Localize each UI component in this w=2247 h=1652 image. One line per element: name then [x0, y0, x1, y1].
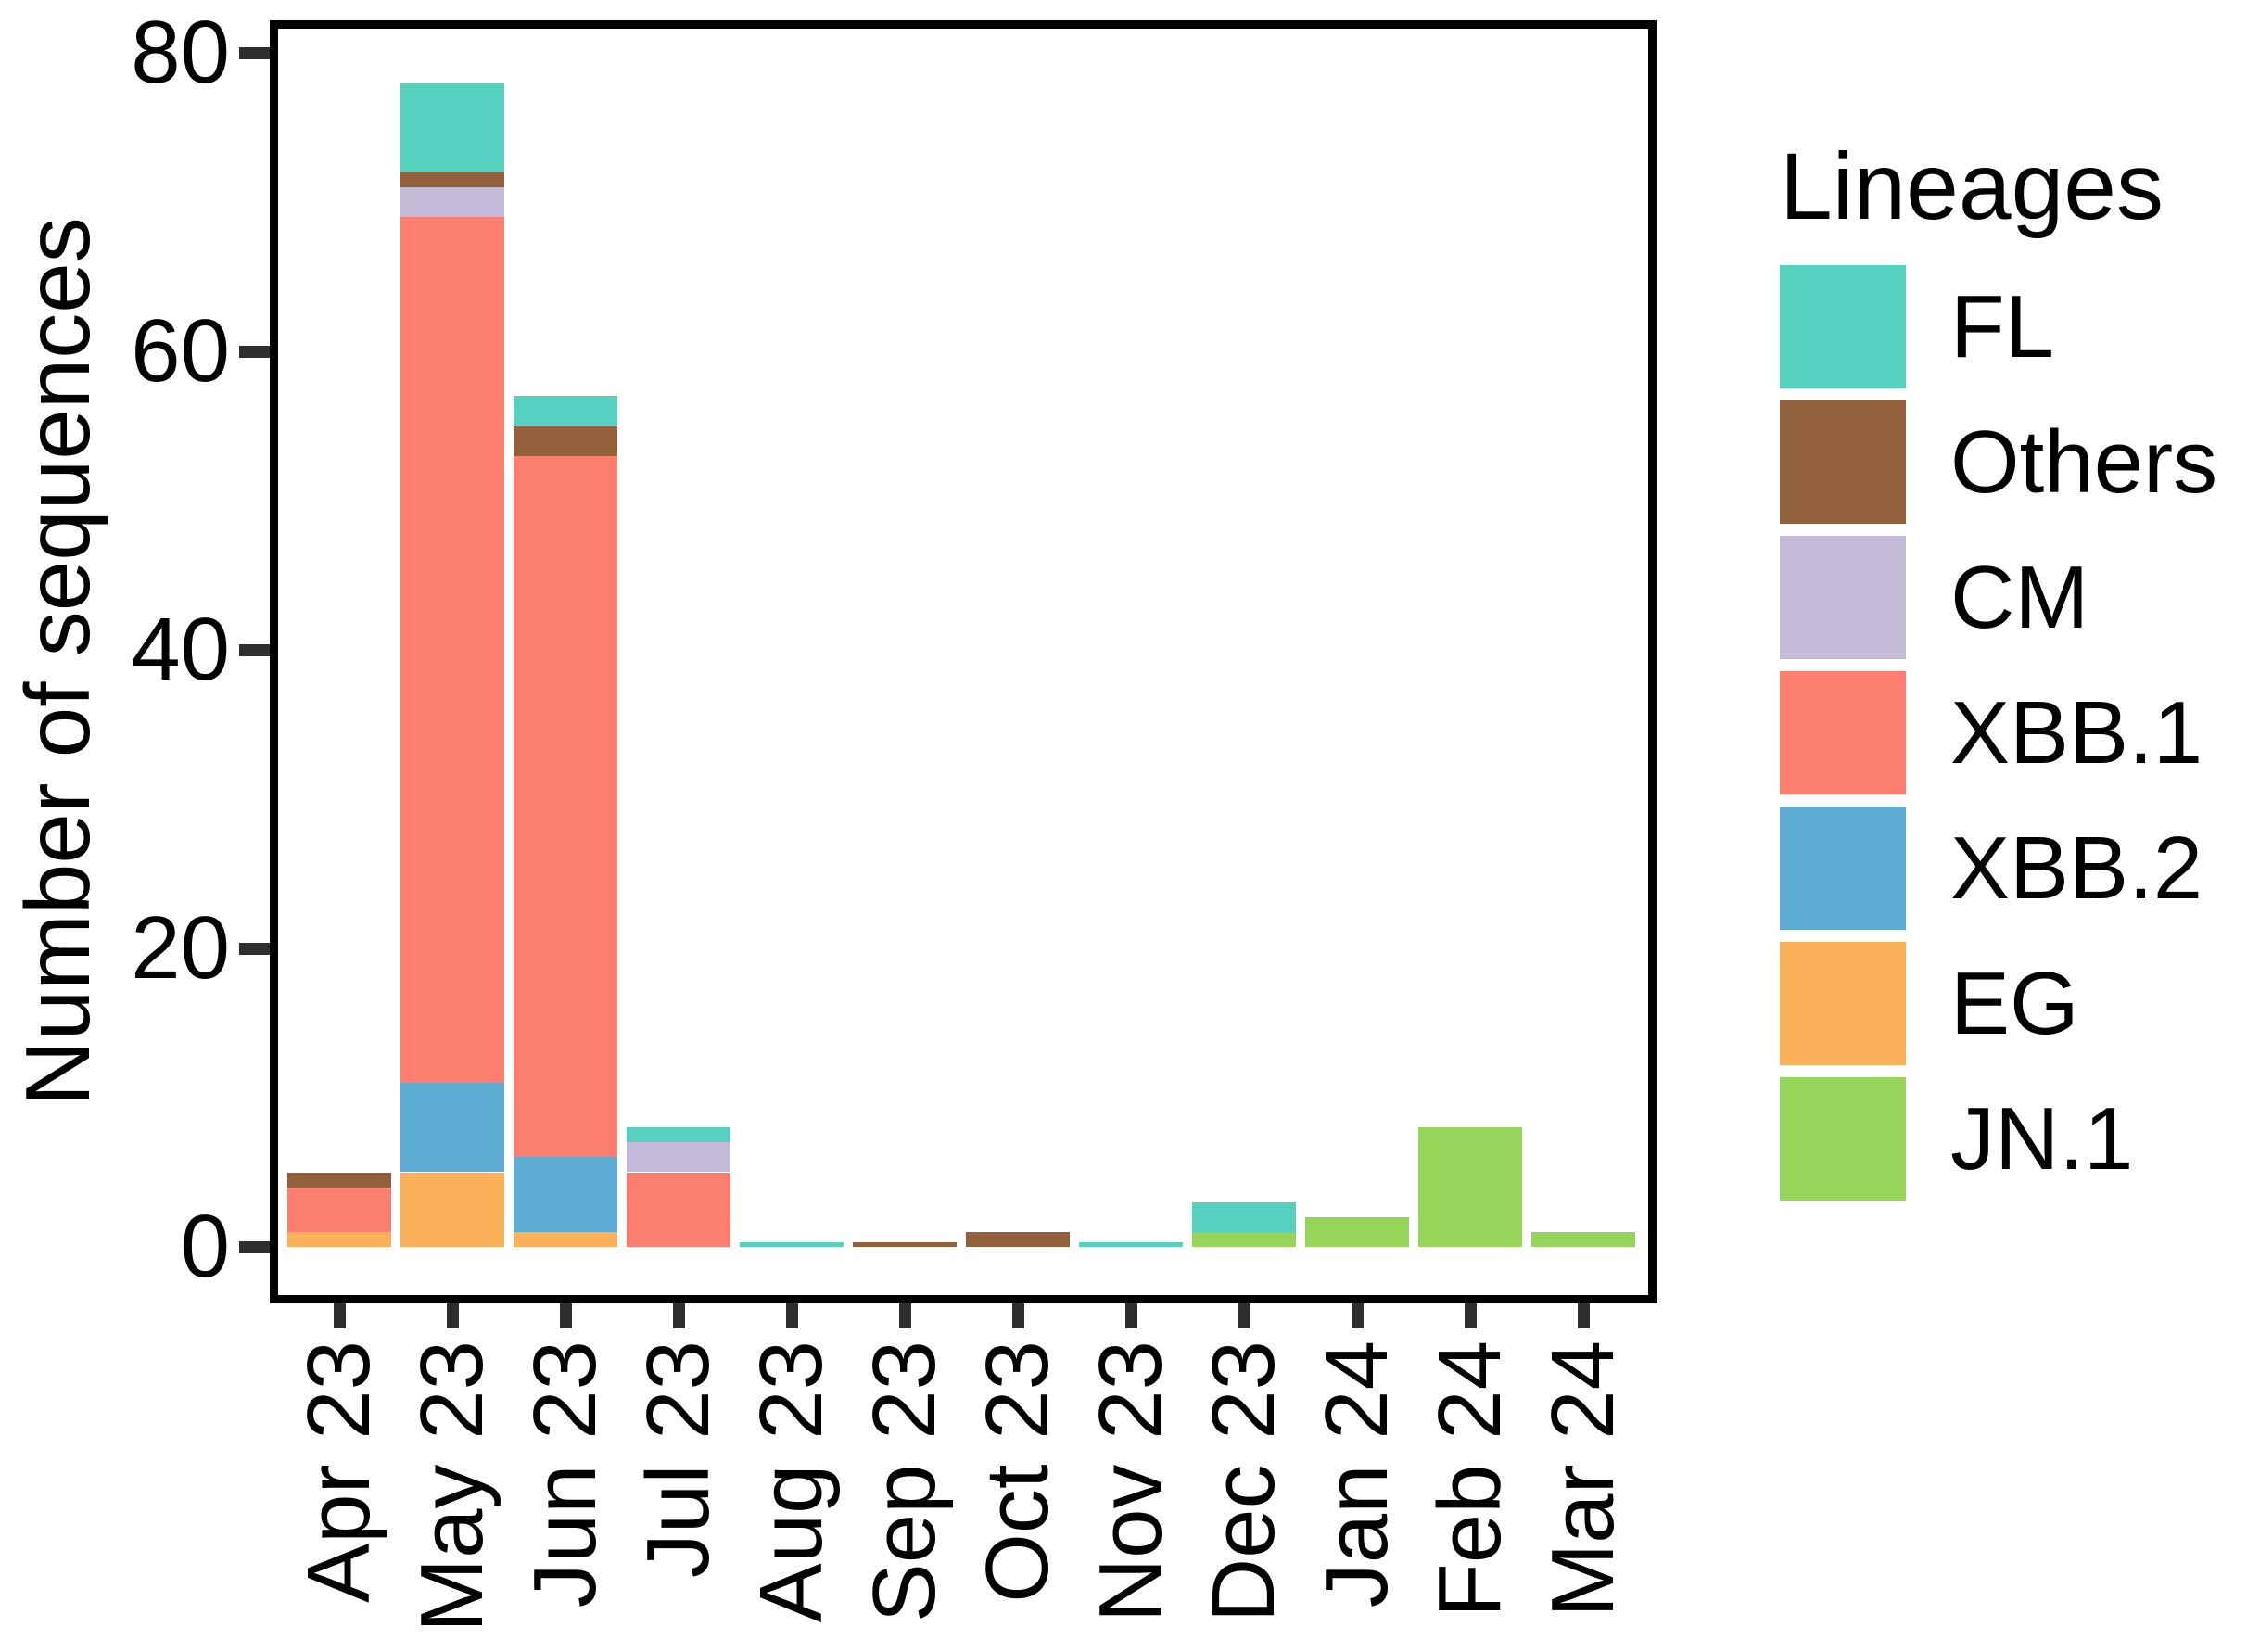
x-tick-label: May 23	[402, 1341, 501, 1633]
bar-segment-jan-24-jn.1	[1305, 1216, 1409, 1247]
legend-label-xbb.1: XBB.1	[1950, 682, 2203, 782]
x-tick-mark	[1578, 1303, 1590, 1328]
x-tick-label: Jan 24	[1307, 1341, 1406, 1608]
x-tick-mark	[899, 1303, 911, 1328]
legend: Lineages FL Others CM XBB.1 XBB.2 EG JN.1	[1780, 139, 2217, 1213]
x-tick-label: Jun 23	[515, 1341, 615, 1608]
legend-row-eg: EG	[1780, 942, 2217, 1065]
legend-row-xbb.1: XBB.1	[1780, 671, 2217, 794]
bar-segment-apr-23-others	[287, 1172, 391, 1188]
legend-label-eg: EG	[1950, 953, 2079, 1053]
legend-swatch-xbb.1	[1780, 671, 1906, 794]
x-tick-label: Apr 23	[289, 1341, 388, 1603]
y-tick-mark	[239, 644, 270, 656]
bar-segment-feb-24-jn.1	[1418, 1127, 1522, 1247]
legend-swatch-others	[1780, 400, 1906, 524]
legend-row-cm: CM	[1780, 536, 2217, 659]
bar-segment-may-23-xbb.1	[400, 217, 504, 1083]
y-tick-label: 60	[131, 301, 230, 400]
legend-swatch-eg	[1780, 942, 1906, 1065]
bar-segment-apr-23-eg	[287, 1231, 391, 1247]
bar-segment-may-23-fl	[400, 83, 504, 172]
bar-segment-may-23-xbb.2	[400, 1082, 504, 1173]
bar-segment-jun-23-others	[514, 426, 617, 456]
legend-title: Lineages	[1780, 133, 2164, 239]
legend-label-jn.1: JN.1	[1950, 1088, 2134, 1188]
bars-layer	[278, 29, 1648, 1295]
bar-segment-jun-23-eg	[514, 1231, 617, 1247]
bar-segment-apr-23-xbb.1	[287, 1187, 391, 1232]
x-tick-mark	[786, 1303, 798, 1328]
legend-row-fl: FL	[1780, 265, 2217, 388]
legend-row-others: Others	[1780, 400, 2217, 524]
bar-segment-may-23-eg	[400, 1172, 504, 1247]
x-tick-mark	[1238, 1303, 1250, 1328]
y-tick-mark	[239, 943, 270, 955]
bar-segment-dec-23-fl	[1192, 1201, 1296, 1232]
bar-segment-jul-23-cm	[627, 1142, 730, 1173]
x-tick-label: Jul 23	[628, 1341, 728, 1579]
legend-swatch-cm	[1780, 536, 1906, 659]
y-tick-mark	[239, 47, 270, 59]
legend-rows: FL Others CM XBB.1 XBB.2 EG JN.1	[1780, 265, 2217, 1201]
x-tick-mark	[334, 1303, 346, 1328]
x-tick-label: Nov 23	[1081, 1341, 1180, 1623]
legend-row-jn.1: JN.1	[1780, 1077, 2217, 1201]
legend-swatch-fl	[1780, 265, 1906, 388]
legend-label-xbb.2: XBB.2	[1950, 818, 2203, 918]
y-tick-label: 0	[180, 1197, 230, 1296]
x-tick-mark	[447, 1303, 459, 1328]
x-tick-label: Dec 23	[1194, 1341, 1293, 1623]
bar-segment-mar-24-jn.1	[1531, 1231, 1635, 1247]
bar-segment-may-23-others	[400, 172, 504, 187]
bar-segment-jul-23-fl	[627, 1127, 730, 1143]
bar-segment-may-23-cm	[400, 186, 504, 218]
x-tick-label: Oct 23	[968, 1341, 1067, 1603]
x-tick-label: Mar 24	[1533, 1341, 1632, 1618]
bar-segment-dec-23-jn.1	[1192, 1231, 1296, 1247]
x-tick-mark	[1125, 1303, 1137, 1328]
legend-label-others: Others	[1950, 412, 2218, 512]
bar-segment-sep-23-others	[853, 1242, 957, 1247]
x-tick-mark	[1465, 1303, 1477, 1328]
y-tick-mark	[239, 346, 270, 358]
bar-segment-jun-23-xbb.2	[514, 1157, 617, 1232]
x-tick-label: Aug 23	[742, 1341, 841, 1623]
legend-swatch-xbb.2	[1780, 807, 1906, 930]
x-tick-mark	[673, 1303, 685, 1328]
y-tick-label: 40	[131, 600, 230, 699]
bar-segment-nov-23-fl	[1079, 1242, 1183, 1247]
x-tick-mark	[1012, 1303, 1024, 1328]
legend-label-cm: CM	[1950, 547, 2089, 647]
x-tick-mark	[560, 1303, 572, 1328]
bar-segment-aug-23-fl	[740, 1242, 844, 1247]
x-tick-label: Sep 23	[855, 1341, 954, 1623]
legend-label-fl: FL	[1950, 276, 2055, 376]
legend-swatch-jn.1	[1780, 1077, 1906, 1201]
y-tick-label: 20	[131, 898, 230, 998]
bar-segment-jun-23-fl	[514, 396, 617, 426]
bar-segment-jun-23-xbb.1	[514, 455, 617, 1158]
x-tick-label: Feb 24	[1420, 1341, 1519, 1618]
bar-segment-oct-23-others	[966, 1231, 1070, 1247]
bar-segment-jul-23-xbb.1	[627, 1172, 730, 1247]
legend-row-xbb.2: XBB.2	[1780, 807, 2217, 930]
y-tick-mark	[239, 1241, 270, 1253]
x-tick-mark	[1352, 1303, 1364, 1328]
y-tick-label: 80	[131, 3, 230, 102]
